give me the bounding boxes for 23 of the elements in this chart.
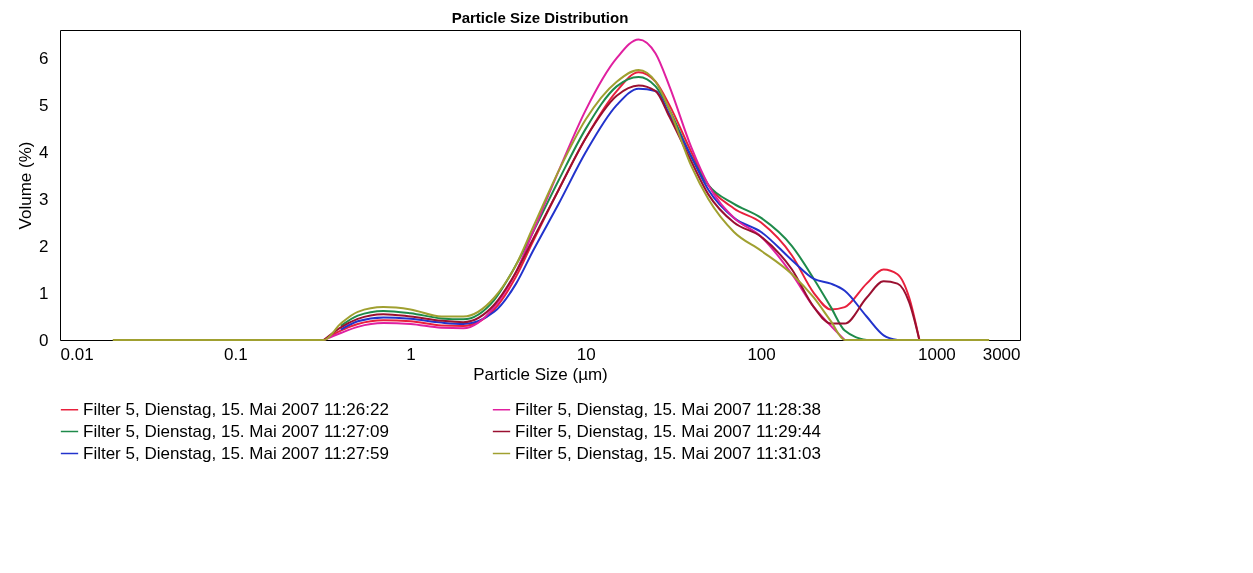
legend-label: Filter 5, Dienstag, 15. Mai 2007 11:31:03 [515, 443, 821, 463]
legend-label: Filter 5, Dienstag, 15. Mai 2007 11:26:22 [83, 399, 389, 419]
legend-label: Filter 5, Dienstag, 15. Mai 2007 11:28:38 [515, 399, 821, 419]
x-axis-title: Particle Size (µm) [473, 364, 608, 384]
x-tick-label: 100 [747, 344, 776, 364]
y-tick-label: 5 [39, 95, 49, 115]
y-tick-label: 1 [39, 283, 49, 303]
legend-label: Filter 5, Dienstag, 15. Mai 2007 11:29:44 [515, 421, 821, 441]
x-tick-label: 1 [406, 344, 416, 364]
legend-label: Filter 5, Dienstag, 15. Mai 2007 11:27:09 [83, 421, 389, 441]
chart-title: Particle Size Distribution [451, 9, 629, 26]
x-tick-label: 1000 [917, 344, 956, 364]
legend-label: Filter 5, Dienstag, 15. Mai 2007 11:27:59 [83, 443, 389, 463]
y-tick-label: 0 [39, 330, 49, 350]
y-tick-label: 4 [39, 142, 49, 162]
x-tick-label: 3000 [982, 344, 1021, 364]
y-tick-label: 3 [39, 189, 49, 209]
x-tick-label: 10 [576, 344, 596, 364]
y-tick-label: 6 [39, 48, 49, 68]
x-tick-label: 0.01 [60, 344, 94, 364]
y-tick-label: 2 [39, 236, 49, 256]
x-tick-label: 0.1 [223, 344, 248, 364]
y-axis-title: Volume (%) [16, 141, 36, 230]
